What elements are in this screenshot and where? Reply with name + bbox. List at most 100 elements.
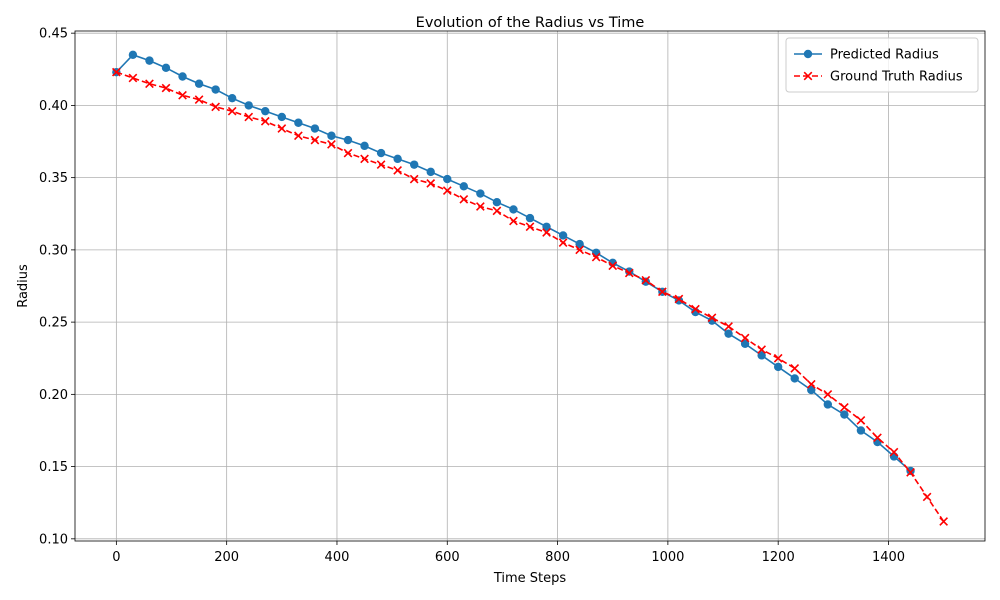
legend-marker <box>803 49 813 59</box>
data-point <box>840 410 849 419</box>
plot-series <box>111 50 949 526</box>
data-point <box>194 79 204 88</box>
data-point <box>807 385 816 395</box>
data-point <box>476 189 485 198</box>
data-point <box>277 112 287 122</box>
data-point <box>376 148 386 158</box>
data-point <box>426 167 435 177</box>
data-point <box>773 362 783 372</box>
data-point <box>244 112 254 122</box>
data-point <box>244 101 253 110</box>
data-point <box>145 79 154 89</box>
data-point <box>509 205 518 214</box>
data-point <box>624 268 634 278</box>
data-point <box>409 160 419 169</box>
axis-ticks: 0 200 400 600 800 1000 1200 1400 0.10 0.15 0.20 0.2… <box>39 27 905 565</box>
data-point <box>409 174 419 184</box>
x-tick-label: 200 <box>214 550 239 565</box>
data-point <box>475 202 485 211</box>
data-point <box>856 426 866 435</box>
data-point <box>111 67 121 77</box>
data-point <box>558 238 568 248</box>
series-line <box>115 53 912 472</box>
data-point <box>542 228 551 237</box>
data-point <box>393 166 403 175</box>
x-tick-label: 1200 <box>762 550 795 565</box>
chart-title: Evolution of the Radius vs Time <box>416 15 645 31</box>
data-point <box>509 216 518 226</box>
y-tick-label: 0.20 <box>39 388 68 403</box>
data-point <box>724 322 733 331</box>
data-point <box>740 333 750 343</box>
data-point <box>227 106 237 116</box>
x-tick-label: 400 <box>325 550 350 565</box>
data-point <box>691 304 700 314</box>
data-point <box>393 154 402 164</box>
x-tick-label: 1400 <box>872 550 905 565</box>
data-point <box>856 415 866 425</box>
y-tick-label: 0.35 <box>39 171 68 186</box>
x-tick-label: 0 <box>112 550 120 565</box>
legend-label: Predicted Radius <box>830 48 939 63</box>
data-point <box>294 118 303 127</box>
series-0 <box>112 50 915 476</box>
data-point <box>823 389 833 399</box>
x-tick-label: 800 <box>545 550 570 565</box>
legend-marker <box>803 71 813 81</box>
data-point <box>740 339 750 348</box>
data-point <box>873 433 882 443</box>
data-point <box>128 50 138 60</box>
data-point <box>922 492 932 502</box>
data-point <box>757 351 766 360</box>
data-point <box>459 182 469 191</box>
data-point <box>327 140 336 149</box>
data-point <box>492 206 502 216</box>
data-point <box>161 83 171 93</box>
data-point <box>227 93 237 103</box>
data-point <box>575 245 585 255</box>
legend-label: Ground Truth Radius <box>830 70 963 85</box>
data-point <box>608 261 618 271</box>
data-point <box>641 275 651 285</box>
data-point <box>459 194 469 204</box>
y-tick-label: 0.40 <box>39 99 68 114</box>
legend: Predicted Radius Ground Truth Radius <box>785 37 979 93</box>
data-point <box>790 374 799 383</box>
data-point <box>211 85 220 94</box>
data-point <box>261 106 270 116</box>
data-point <box>657 287 667 297</box>
data-point <box>674 294 684 304</box>
data-point <box>310 124 320 133</box>
legend-entry: Ground Truth Radius <box>794 70 963 85</box>
data-point <box>360 154 369 164</box>
data-point <box>277 124 287 133</box>
y-axis-label: Radius <box>16 264 31 308</box>
data-point <box>310 135 320 145</box>
data-point <box>542 222 551 231</box>
data-point <box>757 345 767 354</box>
y-tick-label: 0.10 <box>39 532 68 547</box>
data-point <box>575 239 584 249</box>
plot-frame <box>74 30 986 542</box>
x-tick-label: 600 <box>435 550 460 565</box>
series-line <box>116 71 945 522</box>
data-point <box>773 353 783 363</box>
data-point <box>426 179 436 188</box>
data-point <box>939 517 949 526</box>
data-point <box>260 116 270 126</box>
data-point <box>343 148 353 158</box>
y-tick-label: 0.25 <box>39 316 68 331</box>
data-point <box>211 102 221 112</box>
data-point <box>823 400 833 409</box>
data-point <box>492 198 502 207</box>
data-point <box>525 222 535 232</box>
data-point <box>376 160 386 170</box>
y-tick-label: 0.30 <box>39 243 68 258</box>
data-point <box>525 213 535 223</box>
data-point <box>327 131 336 140</box>
data-point <box>443 174 452 184</box>
data-point <box>790 363 800 373</box>
data-point <box>161 63 171 73</box>
data-point <box>906 468 915 477</box>
